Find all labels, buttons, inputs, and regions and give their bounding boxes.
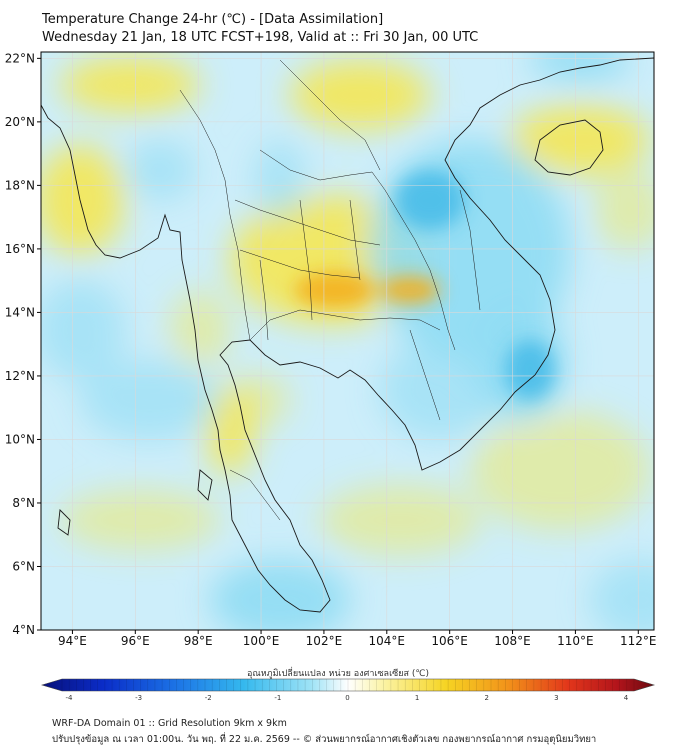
colorbar-tick-label: -3 <box>135 694 142 702</box>
lat-tick-label: 18°N <box>5 178 35 192</box>
warm-core <box>295 272 375 308</box>
lat-tick-label: 8°N <box>12 496 35 510</box>
colorbar-tick-label: 3 <box>554 694 558 702</box>
lat-tick-label: 6°N <box>12 559 35 573</box>
lat-tick-label: 22°N <box>5 51 35 65</box>
lon-tick-label: 108°E <box>494 634 531 648</box>
colorbar: -4 -3 -2 -1 0 1 2 3 4 <box>40 678 656 702</box>
map-frame <box>40 51 655 631</box>
colorbar-tick-label: 4 <box>624 694 629 702</box>
lon-tick-label: 110°E <box>557 634 594 648</box>
lon-tick-label: 102°E <box>306 634 343 648</box>
lon-tick-label: 100°E <box>243 634 280 648</box>
warm-core <box>380 276 440 304</box>
longitude-axis: 94°E 96°E 98°E 100°E 102°E 104°E 106°E 108°E 110… <box>58 630 657 648</box>
lat-tick-label: 10°N <box>5 432 35 446</box>
colorbar-tick-label: 2 <box>485 694 489 702</box>
colorbar-tick-label: 1 <box>415 694 419 702</box>
footer-credit: ปรับปรุงข้อมูล ณ เวลา 01:00น. วัน พฤ. ที… <box>52 734 597 745</box>
colorbar-tick-label: 0 <box>345 694 349 702</box>
footer-model-info: WRF-DA Domain 01 :: Grid Resolution 9km … <box>52 718 287 729</box>
temperature-field <box>41 52 654 630</box>
coastlines <box>41 57 654 613</box>
lon-tick-label: 112°E <box>620 634 657 648</box>
lon-tick-label: 106°E <box>431 634 468 648</box>
lon-tick-label: 94°E <box>58 634 87 648</box>
cool-core <box>395 170 465 230</box>
map-subtitle: Wednesday 21 Jan, 18 UTC FCST+198, Valid… <box>42 30 479 45</box>
cool-core <box>505 340 555 400</box>
lon-tick-label: 104°E <box>369 634 406 648</box>
country-borders <box>179 59 481 521</box>
lon-tick-label: 96°E <box>121 634 150 648</box>
colorbar-tick-label: -4 <box>66 694 74 702</box>
colorbar-label: อุณหภูมิเปลี่ยนแปลง หน่วย องศาเซลเซียส (… <box>246 669 430 679</box>
lat-tick-label: 16°N <box>5 242 35 256</box>
colorbar-gradient <box>40 678 656 692</box>
latitude-axis: 22°N 20°N 18°N 16°N 14°N 12°N 10°N 8°N 6°N 4°N <box>5 51 41 637</box>
map-title: Temperature Change 24-hr (℃) - [Data Ass… <box>42 12 384 27</box>
lon-tick-label: 98°E <box>184 634 213 648</box>
lat-tick-label: 4°N <box>12 623 35 637</box>
lat-tick-label: 20°N <box>5 115 35 129</box>
lat-tick-label: 12°N <box>5 369 35 383</box>
colorbar-tick-label: -2 <box>205 694 212 702</box>
map-gridlines <box>41 52 654 630</box>
colorbar-tick-label: -1 <box>274 694 281 702</box>
temperature-map: 94°E 96°E 98°E 100°E 102°E 104°E 106°E 108°E 110… <box>5 51 657 702</box>
lat-tick-label: 14°N <box>5 305 35 319</box>
